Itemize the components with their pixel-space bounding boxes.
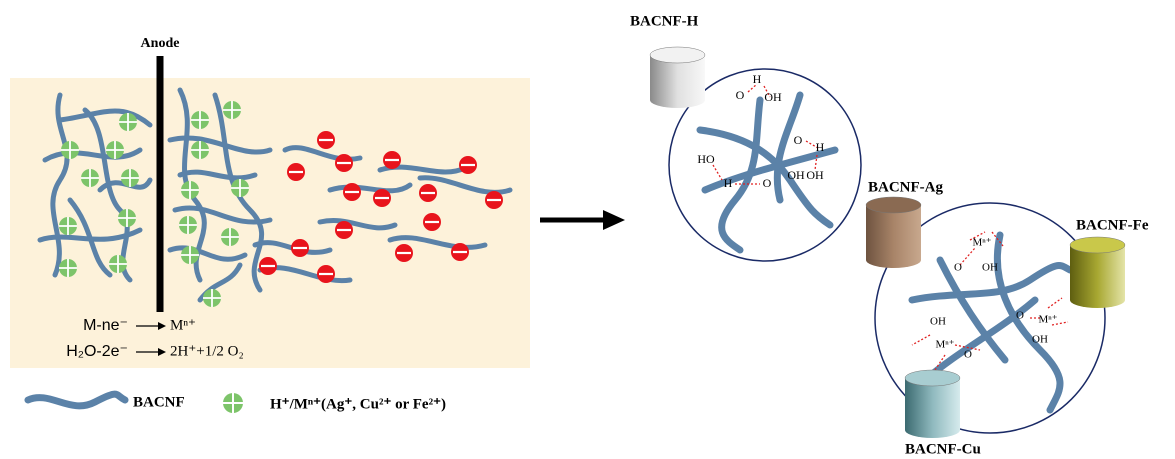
cylinder-bottom: [866, 252, 921, 268]
group-label: H: [724, 176, 733, 190]
cylinder-top: [649, 46, 706, 64]
group-label: H: [753, 72, 762, 86]
group-label: OH: [930, 316, 946, 328]
group-label: Mⁿ⁺: [972, 237, 991, 249]
ion-h: [61, 141, 79, 159]
product-label: BACNF-H: [630, 13, 699, 29]
cylinder-top: [865, 196, 922, 214]
ion-metal: [335, 221, 353, 239]
cylinder-body: [866, 205, 921, 260]
group-label: OH: [764, 90, 782, 104]
group-label: HO: [697, 152, 715, 166]
group-label: H: [816, 140, 825, 154]
bacnf-h-fibers: [696, 83, 839, 254]
ion-h: [181, 246, 199, 264]
ion-h: [181, 181, 199, 199]
ion-metal: [259, 257, 277, 275]
ion-h: [221, 228, 239, 246]
ion-metal: [395, 244, 413, 262]
reaction-left: H₂O-2e⁻: [66, 343, 128, 360]
process-arrow: [540, 210, 625, 230]
group-label: O: [1016, 310, 1024, 322]
reaction-right: 2H⁺+1/2 O₂: [170, 343, 244, 359]
cylinder-top: [1069, 236, 1126, 254]
ion-metal: [291, 239, 309, 257]
group-label: O: [954, 262, 962, 274]
cylinder-top: [904, 369, 961, 387]
ion-metal: [485, 191, 503, 209]
group-label: O: [736, 88, 745, 102]
legend: BACNF H⁺/Mⁿ⁺(Ag⁺, Cu²⁺ or Fe²⁺): [24, 390, 446, 413]
group-label: OH: [1032, 334, 1048, 346]
cylinder-bottom: [650, 92, 705, 108]
ion-h: [191, 111, 209, 129]
ion-h: [121, 169, 139, 187]
group-label: O: [763, 176, 772, 190]
legend-fiber: BACNF: [133, 394, 185, 410]
ion-h: [106, 141, 124, 159]
cylinder-body: [1070, 245, 1125, 300]
ion-h: [81, 169, 99, 187]
group-label: OH: [982, 262, 998, 274]
cylinder-bottom: [905, 422, 960, 438]
legend-ion: H⁺/Mⁿ⁺(Ag⁺, Cu²⁺ or Fe²⁺): [270, 396, 446, 412]
reaction-2: H₂O-2e⁻ 2H⁺+1/2 O₂: [66, 343, 243, 360]
cylinder-bottom: [1070, 292, 1125, 308]
cylinder: [1069, 236, 1126, 308]
group-label: OH: [806, 168, 824, 182]
ion-h: [59, 259, 77, 277]
reaction-right: Mⁿ⁺: [170, 317, 196, 333]
fibers-left: [37, 87, 273, 303]
cylinder: [649, 46, 706, 108]
ion-metal: [287, 163, 305, 181]
ion-metal: [317, 265, 335, 283]
ion-h: [179, 216, 197, 234]
cylinder-body: [905, 378, 960, 430]
ion-h: [223, 101, 241, 119]
ion-metal: [459, 156, 477, 174]
ion-metal: [317, 131, 335, 149]
ion-metal: [373, 189, 391, 207]
product-label: BACNF-Ag: [868, 179, 943, 195]
group-label: Mⁿ⁺: [1038, 314, 1057, 326]
ion-h: [118, 209, 136, 227]
ion-metal: [335, 154, 353, 172]
ion-metal: [423, 213, 441, 231]
ion-h: [109, 255, 127, 273]
group-label: O: [964, 349, 972, 361]
cylinder: [865, 196, 922, 268]
ion-metal: [419, 184, 437, 202]
product-label: BACNF-Cu: [905, 441, 981, 457]
anode-label: Anode: [141, 36, 180, 51]
group-label: OH: [787, 168, 805, 182]
ion-h: [191, 141, 209, 159]
ion-metal: [343, 183, 361, 201]
reaction-1: M-ne⁻ Mⁿ⁺: [83, 317, 196, 334]
cylinder: [904, 369, 961, 438]
product-label: BACNF-Fe: [1076, 217, 1149, 233]
ion-h: [59, 217, 77, 235]
reaction-left: M-ne⁻: [83, 317, 128, 334]
group-label: Mⁿ⁺: [935, 339, 954, 351]
ion-h: [119, 113, 137, 131]
ion-metal: [383, 151, 401, 169]
ion-metal: [451, 243, 469, 261]
ion-h: [231, 179, 249, 197]
ion-h: [203, 289, 221, 307]
group-label: O: [794, 133, 803, 147]
